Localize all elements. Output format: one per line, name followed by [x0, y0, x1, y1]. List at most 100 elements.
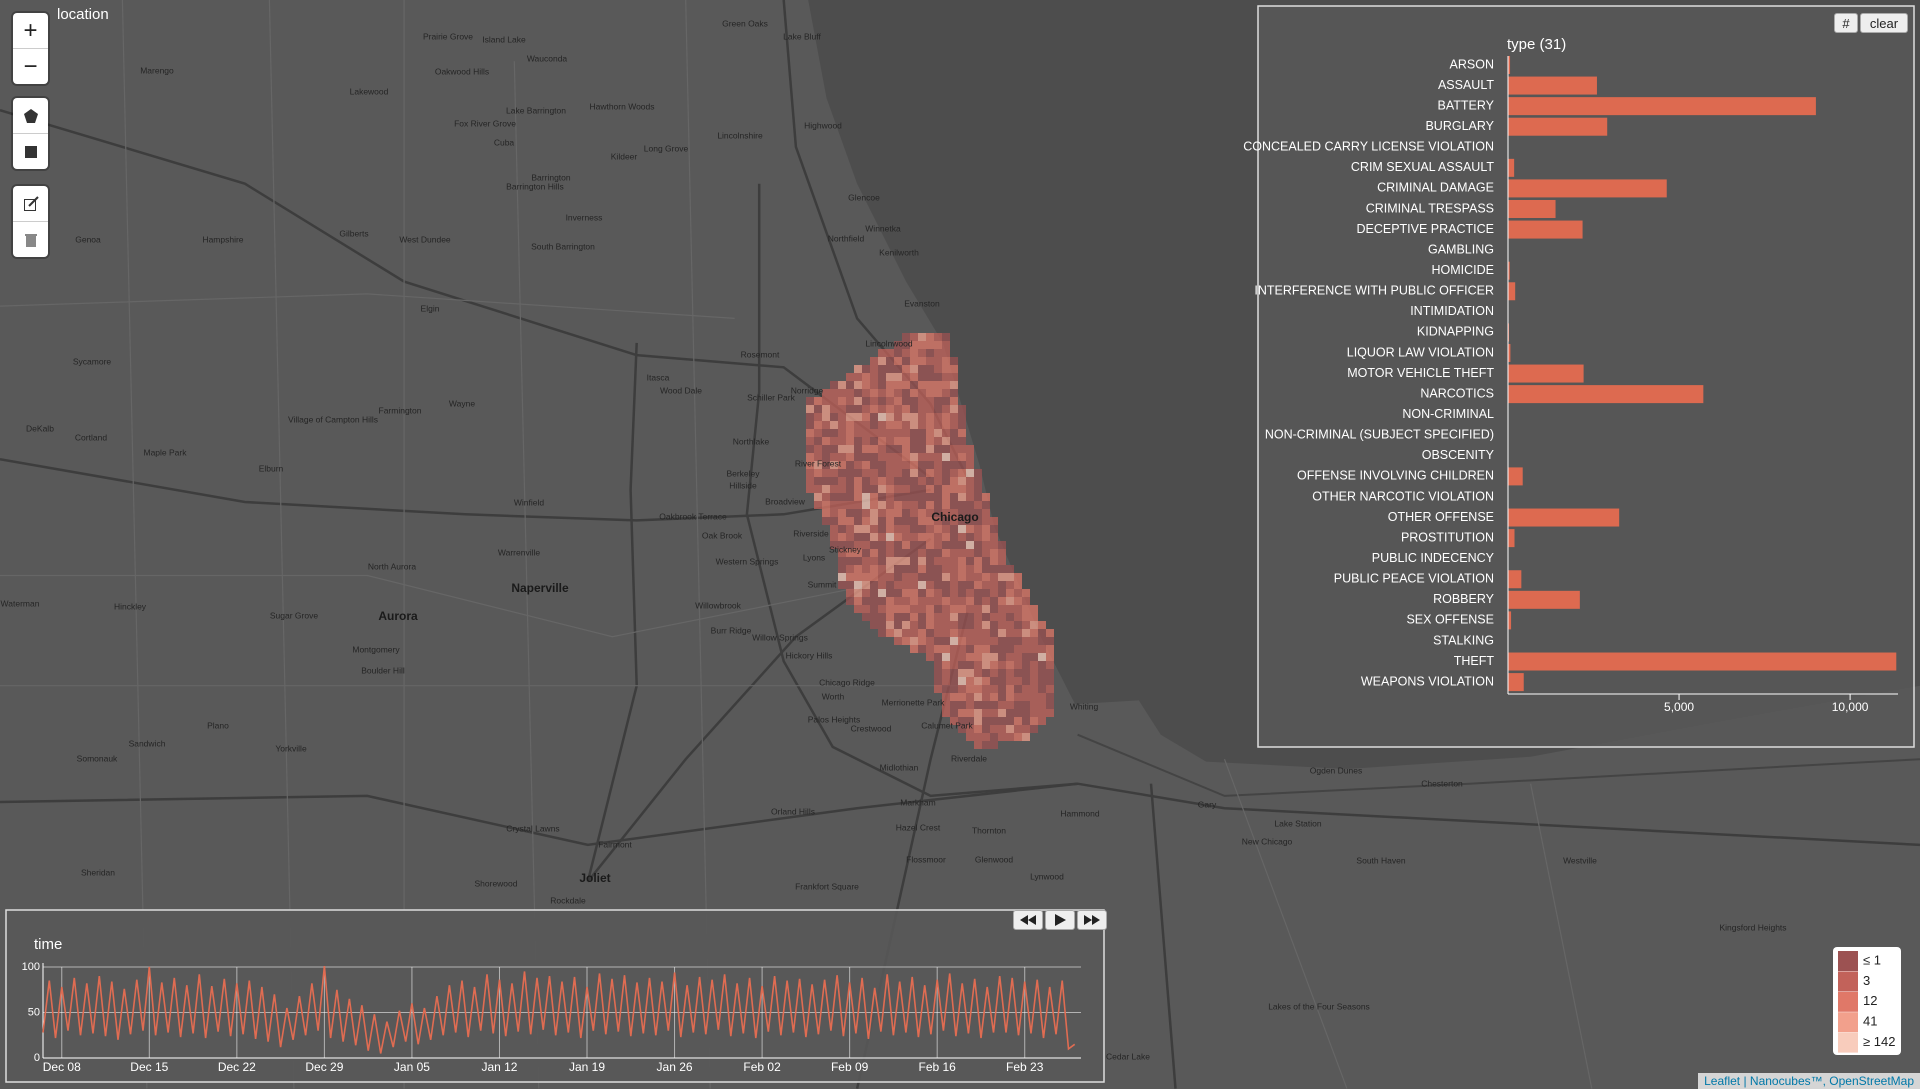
category-label: THEFT — [1454, 654, 1495, 668]
forward-button[interactable] — [1077, 910, 1107, 930]
heatmap-cell — [934, 589, 942, 597]
place-label: Berkeley — [726, 468, 760, 478]
heatmap-cell — [1046, 669, 1054, 677]
heatmap-cell — [830, 501, 838, 509]
heatmap-cell — [910, 589, 918, 597]
heatmap-cell — [854, 597, 862, 605]
heatmap-cell — [958, 621, 966, 629]
heatmap-cell — [998, 701, 1006, 709]
heatmap-cell — [926, 405, 934, 413]
place-label: Rockdale — [550, 895, 586, 905]
heatmap-cell — [910, 477, 918, 485]
edit-layers[interactable] — [13, 186, 48, 222]
heatmap-cell — [918, 501, 926, 509]
heatmap-cell — [958, 477, 966, 485]
draw-rectangle[interactable] — [13, 134, 48, 169]
heatmap-cell — [878, 445, 886, 453]
heatmap-cell — [966, 645, 974, 653]
heatmap-cell — [910, 333, 918, 341]
bar — [1508, 199, 1556, 218]
play-button[interactable] — [1045, 910, 1075, 930]
heatmap-cell — [870, 605, 878, 613]
heatmap-cell — [910, 525, 918, 533]
heatmap-cell — [878, 589, 886, 597]
place-label: Evanston — [904, 298, 940, 308]
zoom-out[interactable]: − — [23, 52, 38, 80]
heatmap-cell — [910, 629, 918, 637]
heatmap-cell — [886, 597, 894, 605]
x-tick-label: Jan 05 — [394, 1060, 430, 1074]
heatmap-cell — [878, 549, 886, 557]
legend-swatch — [1838, 991, 1858, 1012]
heatmap-cell — [950, 461, 958, 469]
heatmap-cell — [966, 541, 974, 549]
heatmap-cell — [958, 437, 966, 445]
heatmap-cell — [1038, 621, 1046, 629]
heatmap-cell — [886, 477, 894, 485]
place-label: Westville — [1563, 855, 1597, 865]
category-label: ARSON — [1450, 57, 1494, 71]
x-tick-label: Feb 23 — [1006, 1060, 1044, 1074]
attribution[interactable]: Leaflet | Nanocubes™, OpenStreetMap — [1698, 1073, 1920, 1089]
heatmap-cell — [822, 469, 830, 477]
heatmap-cell — [974, 717, 982, 725]
heatmap-cell — [894, 533, 902, 541]
heatmap-cell — [870, 437, 878, 445]
heatmap-cell — [1006, 685, 1014, 693]
heatmap-cell — [846, 509, 854, 517]
heatmap-cell — [942, 693, 950, 701]
heatmap-cell — [982, 629, 990, 637]
heatmap-cell — [950, 629, 958, 637]
heatmap-cell — [958, 541, 966, 549]
heatmap-cell — [982, 661, 990, 669]
heatmap-cell — [942, 533, 950, 541]
place-label: Winnetka — [865, 223, 901, 233]
heatmap-cell — [926, 589, 934, 597]
heatmap-cell — [934, 613, 942, 621]
rewind-button[interactable] — [1013, 910, 1043, 930]
heatmap-cell — [966, 685, 974, 693]
legend-label: ≤ 1 — [1863, 952, 1881, 967]
count-toggle[interactable]: # — [1834, 13, 1858, 33]
delete-layers[interactable] — [13, 222, 48, 257]
heatmap-cell — [990, 621, 998, 629]
heatmap-cell — [934, 669, 942, 677]
heatmap-cell — [1022, 653, 1030, 661]
heatmap-cell — [950, 413, 958, 421]
zoom-in[interactable]: + — [13, 13, 48, 49]
place-label: Rosemont — [741, 349, 780, 359]
heatmap-cell — [902, 397, 910, 405]
heatmap-cell — [950, 677, 958, 685]
heatmap-cell — [878, 413, 886, 421]
heatmap-cell — [854, 421, 862, 429]
heatmap-cell — [934, 493, 942, 501]
heatmap-cell — [878, 565, 886, 573]
heatmap-cell — [894, 381, 902, 389]
heatmap-cell — [878, 373, 886, 381]
heatmap-cell — [854, 453, 862, 461]
place-label: Aurora — [378, 609, 418, 623]
heatmap-cell — [910, 429, 918, 437]
heatmap-cell — [926, 333, 934, 341]
heatmap-cell — [910, 485, 918, 493]
heatmap-cell — [1030, 621, 1038, 629]
heatmap-cell — [918, 461, 926, 469]
heatmap-cell — [926, 381, 934, 389]
heatmap-cell — [934, 621, 942, 629]
heatmap-cell — [838, 541, 846, 549]
heatmap-cell — [814, 437, 822, 445]
heatmap-cell — [958, 573, 966, 581]
bar — [1508, 652, 1897, 671]
place-label: Kildeer — [611, 151, 638, 161]
heatmap-cell — [942, 397, 950, 405]
heatmap-cell — [926, 477, 934, 485]
heatmap-cell — [1030, 669, 1038, 677]
clear-button[interactable]: clear — [1860, 13, 1908, 33]
heatmap-cell — [1046, 653, 1054, 661]
place-label: Fairmont — [598, 839, 632, 849]
heatmap-cell — [870, 565, 878, 573]
draw-polygon[interactable] — [13, 98, 48, 134]
heatmap-cell — [894, 509, 902, 517]
place-label: Lake Station — [1274, 818, 1322, 828]
heatmap-cell — [886, 469, 894, 477]
